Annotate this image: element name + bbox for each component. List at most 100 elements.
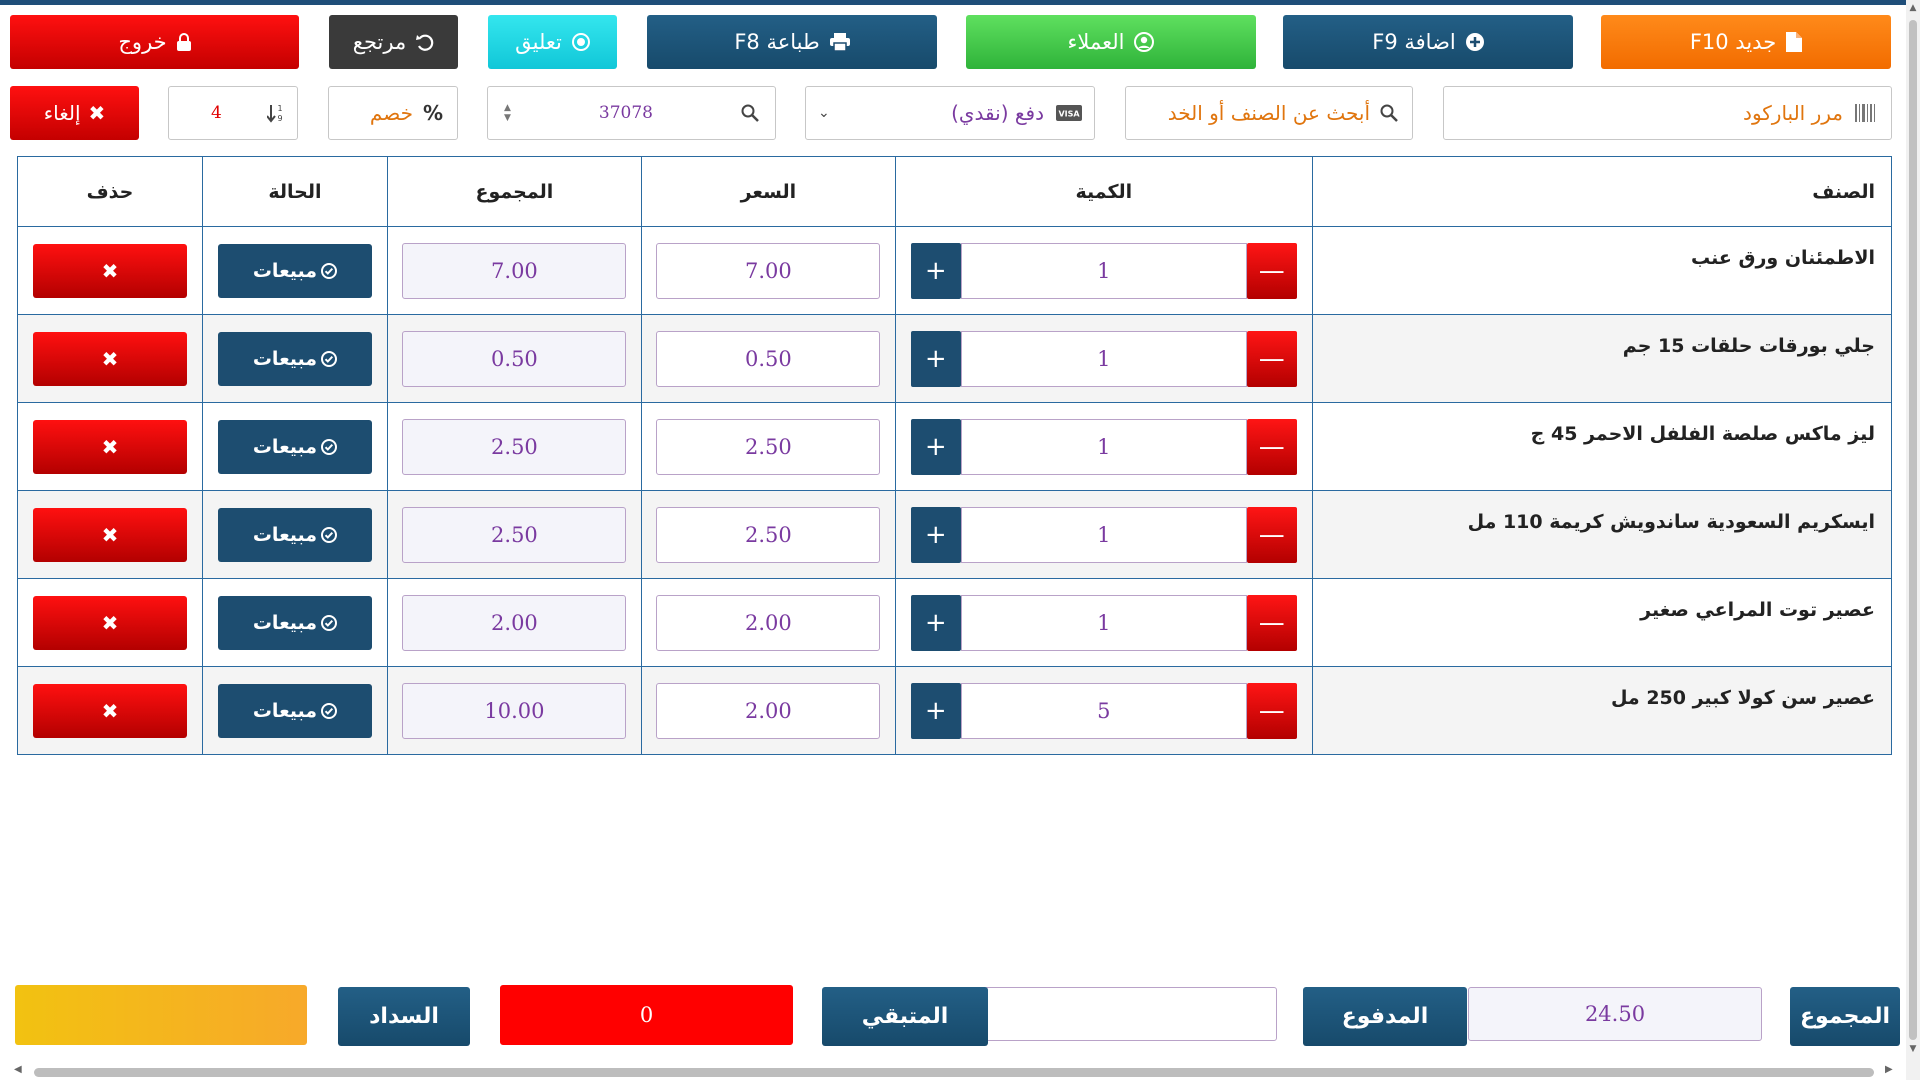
invoice-items-table: الصنف الكمية السعر المجموع الحالة حذف ال… [17,156,1893,755]
quantity-input[interactable]: 1 [960,506,1247,563]
percent-icon: % [422,101,443,125]
status-button[interactable]: مبيعات [217,507,372,562]
increase-quantity-button[interactable]: + [910,330,961,387]
discount-input[interactable]: % خصم [328,86,458,140]
paid-input[interactable] [984,987,1277,1041]
price-input[interactable]: 7.00 [656,242,881,299]
decrease-quantity-button[interactable]: — [1246,330,1297,387]
price-cell: 2.00 [640,578,896,667]
quantity-input[interactable]: 1 [960,242,1247,299]
item-name: ايسكريم السعودية ساندويش كريمة 110 مل [1467,511,1875,533]
exit-label: خروج [118,30,167,54]
product-search-input[interactable]: أبحث عن الصنف أو الخد [1125,86,1413,140]
number-spinner-icon[interactable]: ▲ ▼ [504,103,511,123]
plus-icon: + [924,343,947,374]
add-button[interactable]: اضافة F9 [1283,15,1573,69]
print-label: طباعة F8 [734,30,820,54]
delete-row-button[interactable]: ✖ [33,683,187,738]
scroll-right-arrow[interactable]: ▶ [1885,1064,1893,1075]
quantity-stepper[interactable]: — 5 + [896,682,1312,739]
price-input[interactable]: 2.00 [656,682,881,739]
increase-quantity-button[interactable]: + [910,594,961,651]
plus-icon: + [924,519,947,550]
price-input[interactable]: 2.50 [656,418,881,475]
price-input[interactable]: 2.50 [656,506,881,563]
increase-quantity-button[interactable]: + [910,682,961,739]
quantity-input[interactable]: 1 [960,594,1247,651]
settle-button[interactable]: السداد [338,987,470,1046]
decrease-quantity-button[interactable]: — [1246,594,1297,651]
quantity-stepper[interactable]: — 1 + [896,330,1312,387]
status-cell: مبيعات [201,402,388,491]
horizontal-scrollbar-thumb[interactable] [34,1068,1874,1077]
check-circle-icon [321,262,338,279]
decrease-quantity-button[interactable]: — [1246,682,1297,739]
new-invoice-button[interactable]: جديد F10 [1601,15,1891,69]
price-cell: 2.50 [640,402,896,491]
vertical-scrollbar-thumb[interactable] [1909,20,1917,1040]
settle-action-bar[interactable] [15,985,307,1045]
delete-row-button[interactable]: ✖ [33,331,187,386]
delete-cell: ✖ [17,490,203,579]
header-status: الحالة [201,156,388,227]
cancel-button[interactable]: ✖ إلغاء [10,86,139,140]
decrease-quantity-button[interactable]: — [1246,418,1297,475]
delete-row-button[interactable]: ✖ [33,419,187,474]
item-name-cell: ايسكريم السعودية ساندويش كريمة 110 مل [1311,490,1893,579]
close-icon: ✖ [101,698,119,723]
status-button[interactable]: مبيعات [217,331,372,386]
quantity-stepper[interactable]: — 1 + [896,594,1312,651]
scroll-down-arrow[interactable]: ▼ [1909,1044,1917,1054]
delete-row-button[interactable]: ✖ [33,243,187,298]
decrease-quantity-button[interactable]: — [1246,242,1297,299]
status-button[interactable]: مبيعات [217,243,372,298]
barcode-icon [1855,104,1875,122]
chevron-down-icon: ⌄ [818,105,830,121]
status-button[interactable]: مبيعات [217,419,372,474]
payment-method-select[interactable]: VISA دفع (نقدي) ⌄ [805,86,1095,140]
status-label: مبيعات [252,611,318,634]
delete-row-button[interactable]: ✖ [33,595,187,650]
print-button[interactable]: طباعة F8 [647,15,937,69]
scroll-left-arrow[interactable]: ◀ [14,1064,22,1075]
decrease-quantity-button[interactable]: — [1246,506,1297,563]
row-total-value: 10.00 [402,682,627,739]
quantity-stepper[interactable]: — 1 + [896,242,1312,299]
return-button[interactable]: مرتجع [329,15,458,69]
price-input[interactable]: 2.00 [656,594,881,651]
minus-icon: — [1258,343,1285,374]
row-total-value: 0.50 [402,330,627,387]
increase-quantity-button[interactable]: + [910,242,961,299]
status-button[interactable]: مبيعات [217,683,372,738]
remaining-value-field: 0 [500,985,793,1045]
hold-button[interactable]: تعليق [488,15,617,69]
check-circle-icon [321,702,338,719]
increase-quantity-button[interactable]: + [910,418,961,475]
header-delete: حذف [17,156,203,227]
quantity-input[interactable]: 5 [960,682,1247,739]
item-name-cell: جلي بورقات حلقات 15 جم [1311,314,1893,403]
top-accent-line [0,0,1920,5]
table-row: جلي بورقات حلقات 15 جم — 1 + 0.50 0.50 م… [17,314,1893,403]
scroll-up-arrow[interactable]: ▲ [1909,3,1917,13]
status-button[interactable]: مبيعات [217,595,372,650]
barcode-input[interactable]: مرر الباركود [1443,86,1892,140]
increase-quantity-button[interactable]: + [910,506,961,563]
hold-label: تعليق [515,30,562,54]
quantity-input[interactable]: 1 [960,330,1247,387]
status-cell: مبيعات [201,578,388,667]
quantity-stepper[interactable]: — 1 + [896,418,1312,475]
price-input[interactable]: 0.50 [656,330,881,387]
item-name-cell: عصير سن كولا كبير 250 مل [1311,666,1893,755]
item-name-cell: الاطمئنان ورق عنب [1311,226,1893,315]
invoice-number-input[interactable]: 37078 ▲ ▼ [487,86,776,140]
exit-button[interactable]: خروج [10,15,299,69]
delete-row-button[interactable]: ✖ [33,507,187,562]
quantity-input[interactable]: 1 [960,418,1247,475]
item-name: الاطمئنان ورق عنب [1691,247,1875,269]
customers-button[interactable]: العملاء [966,15,1256,69]
status-label: مبيعات [252,435,318,458]
quantity-stepper[interactable]: — 1 + [896,506,1312,563]
close-icon: ✖ [101,434,119,459]
